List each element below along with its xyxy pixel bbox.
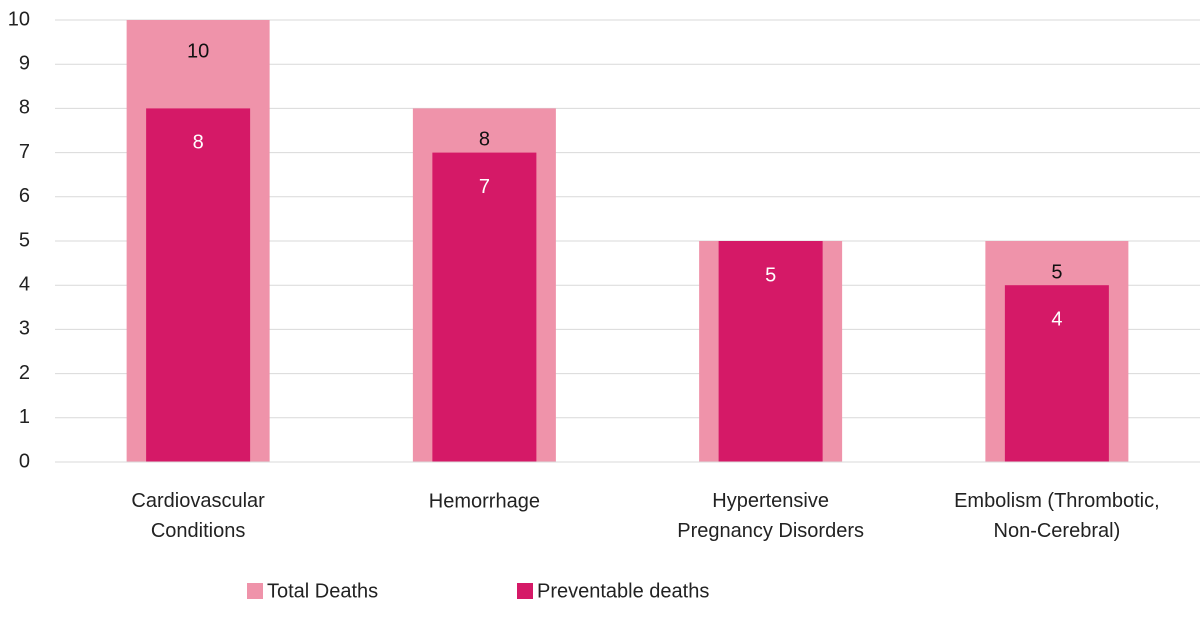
bar (432, 152, 537, 462)
x-tick-label: Hemorrhage (429, 490, 540, 512)
y-tick-label: 6 (19, 185, 30, 207)
y-tick-label: 9 (19, 52, 30, 74)
bar (1004, 285, 1109, 462)
legend-label: Preventable deaths (537, 580, 709, 602)
legend-swatch (247, 583, 263, 599)
data-label: 10 (187, 40, 209, 62)
x-tick-label: Cardiovascular Conditions (131, 490, 265, 542)
y-tick-label: 4 (19, 273, 30, 295)
data-label: 7 (479, 176, 490, 198)
x-tick-label: Embolism (Thrombotic, Non-Cerebral) (954, 490, 1160, 542)
y-tick-label: 3 (19, 318, 30, 340)
y-tick-label: 1 (19, 406, 30, 428)
data-label: 8 (479, 129, 490, 151)
y-tick-label: 7 (19, 141, 30, 163)
legend-label: Total Deaths (267, 580, 378, 602)
data-label: 5 (765, 264, 776, 286)
data-label: 8 (193, 132, 204, 154)
data-label: 5 (1051, 261, 1062, 283)
x-tick-label: Hypertensive Pregnancy Disorders (677, 490, 864, 542)
data-label: 4 (1051, 308, 1062, 330)
bar (146, 108, 251, 463)
y-tick-label: 8 (19, 97, 30, 119)
bar (718, 241, 823, 462)
y-tick-label: 10 (8, 8, 30, 30)
y-tick-label: 0 (19, 450, 30, 472)
legend-swatch (517, 583, 533, 599)
y-tick-label: 2 (19, 362, 30, 384)
y-tick-label: 5 (19, 229, 30, 251)
